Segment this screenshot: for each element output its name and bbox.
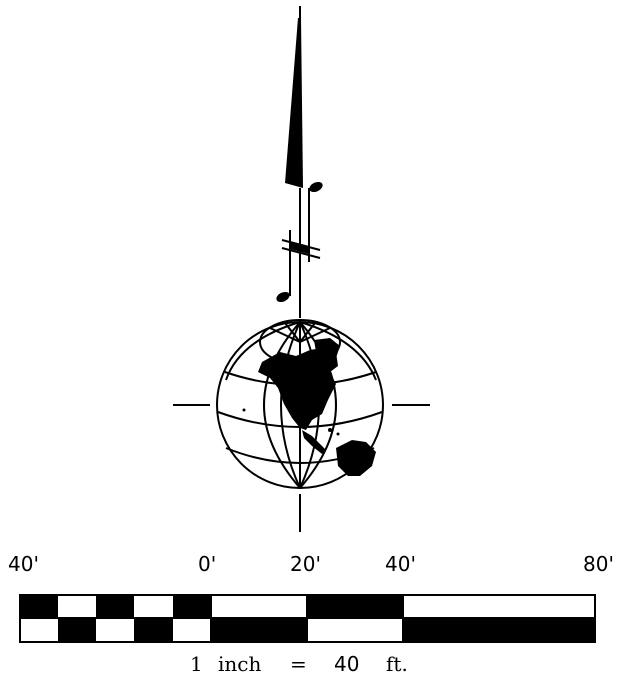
scale-caption-value-unit: ft. (386, 652, 408, 675)
scale-segment (211, 618, 307, 642)
scale-segment (307, 595, 403, 618)
scale-tick-label: 40' (8, 552, 39, 576)
scale-segment (134, 618, 173, 642)
scale-tick-label: 40' (385, 552, 416, 576)
scale-tick-label: 20' (290, 552, 321, 576)
globe-icon (173, 300, 430, 532)
scale-tick-label: 0' (198, 552, 216, 576)
scale-segment (58, 618, 96, 642)
scale-caption-equals: = (290, 652, 307, 675)
scale-caption-number: 1 (190, 652, 203, 675)
scale-caption-unit: inch (218, 652, 261, 675)
scale-caption-value: 40 (334, 652, 359, 675)
north-arrow-icon (276, 6, 323, 310)
scale-segment (96, 595, 134, 618)
scale-segment (20, 595, 58, 618)
scale-bar: 40' 0' 20' 40' 80' 1 inch = 40 ft. (8, 552, 614, 675)
scale-segment (173, 595, 211, 618)
scale-tick-label: 80' (583, 552, 614, 576)
scale-segment (403, 618, 595, 642)
